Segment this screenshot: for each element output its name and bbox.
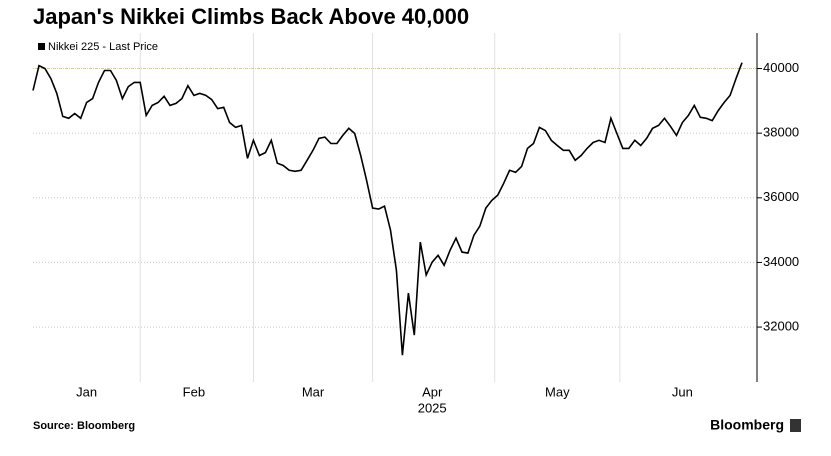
y-tick-label: 34000 [763, 254, 799, 269]
x-tick-label: Jun [672, 384, 693, 399]
x-tick-label: May [545, 384, 570, 399]
x-tick-label: Feb [183, 384, 205, 399]
y-tick-label: 32000 [763, 319, 799, 334]
x-axis-label: 2025 [418, 400, 447, 415]
brand: Bloomberg [710, 417, 784, 433]
x-tick-label: Mar [302, 384, 325, 399]
chart-title: Japan's Nikkei Climbs Back Above 40,000 [33, 4, 469, 29]
y-tick-label: 38000 [763, 125, 799, 140]
y-tick-label: 36000 [763, 189, 799, 204]
brand-icon [790, 419, 801, 432]
legend-swatch [38, 43, 45, 50]
x-tick-label: Jan [76, 384, 97, 399]
y-tick-label: 40000 [763, 60, 799, 75]
series-line [32, 62, 743, 356]
x-tick-label: Apr [422, 384, 443, 399]
source: Source: Bloomberg [33, 420, 135, 432]
legend-label: Nikkei 225 - Last Price [48, 41, 158, 53]
